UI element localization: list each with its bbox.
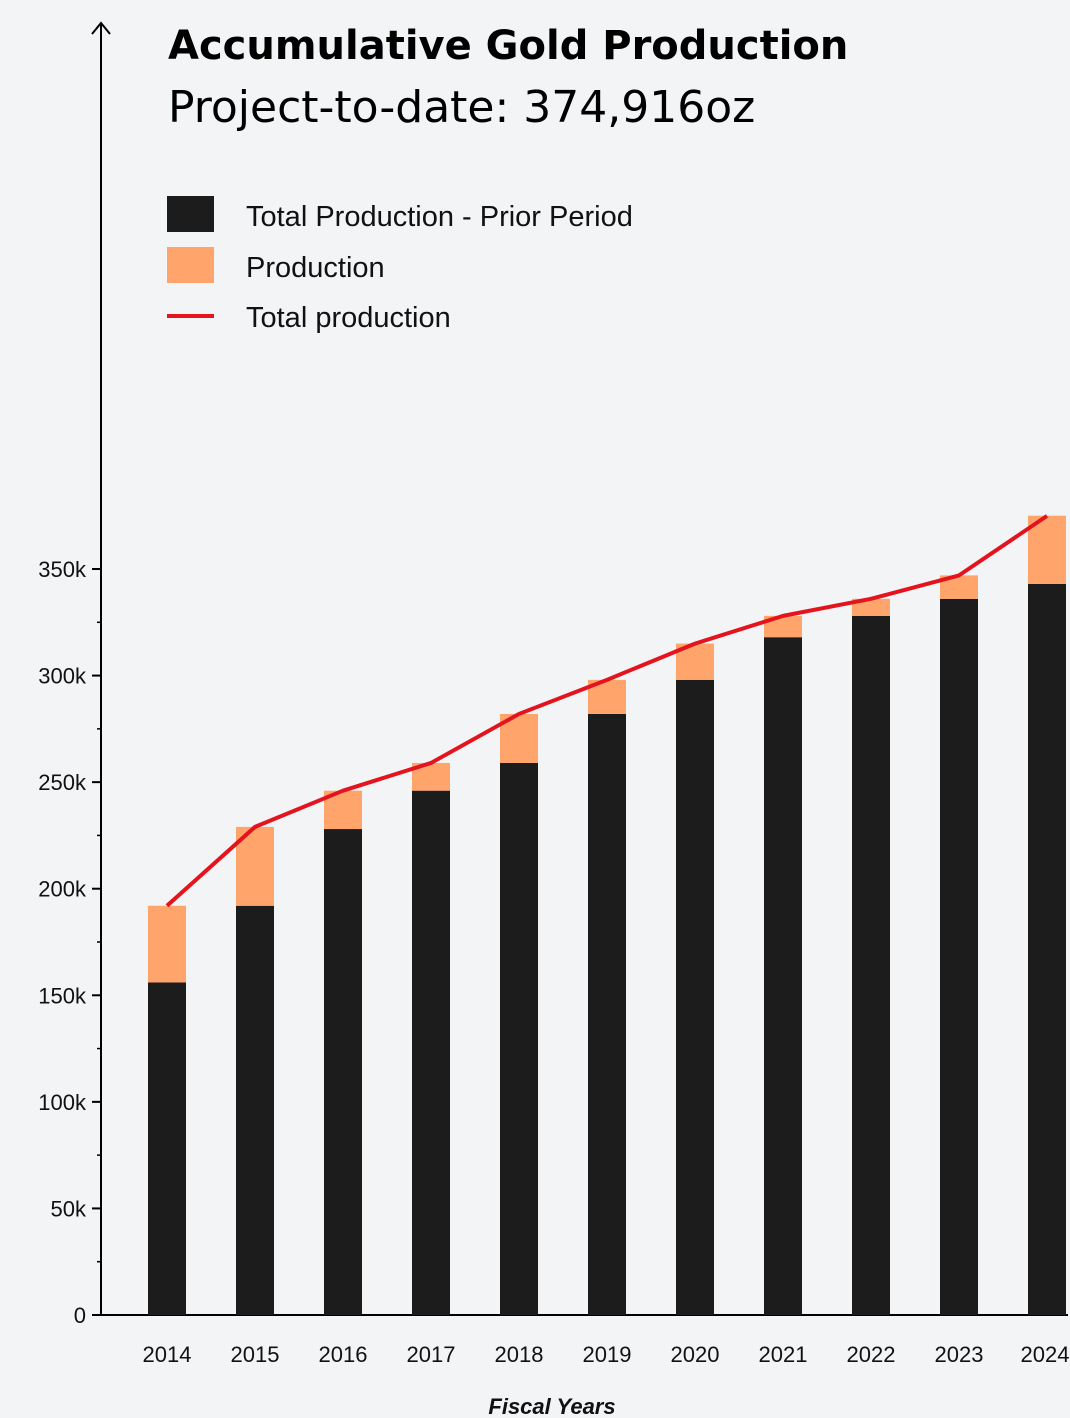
bar-prior-2024 <box>1028 583 1066 1315</box>
x-tick-label-2021: 2021 <box>759 1342 808 1367</box>
legend-label-production: Production <box>246 252 385 284</box>
y-axis <box>91 21 111 1315</box>
y-tick-label-2: 100k <box>38 1090 87 1115</box>
x-tick-label-2016: 2016 <box>319 1342 368 1367</box>
chart-subtitle: Project-to-date: 374,916oz <box>168 82 755 133</box>
total-production-line <box>165 514 1049 908</box>
x-tick-label-2014: 2014 <box>143 1342 192 1367</box>
bar-prior-2023 <box>940 598 978 1315</box>
y-tick-label-4: 200k <box>38 877 87 902</box>
x-tick-label-2020: 2020 <box>671 1342 720 1367</box>
bar-production-2022 <box>852 598 890 616</box>
x-tick-label-2023: 2023 <box>935 1342 984 1367</box>
y-ticks: 0 50k 100k 150k 200k 250k 300k 350k <box>38 557 101 1328</box>
x-axis-label: Fiscal Years <box>488 1394 615 1418</box>
x-tick-label-2017: 2017 <box>407 1342 456 1367</box>
y-tick-label-7: 350k <box>38 557 87 582</box>
x-ticks: 2014 2015 2016 2017 2018 2019 2020 2021 2022 2023… <box>143 1342 1070 1367</box>
x-tick-label-2022: 2022 <box>847 1342 896 1367</box>
bars <box>148 515 1066 1315</box>
bar-prior-2015 <box>236 905 274 1315</box>
legend-swatch-prior-period <box>167 196 214 232</box>
bar-prior-2017 <box>412 790 450 1315</box>
bar-prior-2014 <box>148 982 186 1315</box>
x-tick-label-2015: 2015 <box>231 1342 280 1367</box>
bar-prior-2016 <box>324 829 362 1315</box>
bar-prior-2019 <box>588 713 626 1315</box>
bar-production-2024 <box>1028 515 1066 584</box>
legend: Total Production - Prior Period Producti… <box>167 196 633 334</box>
y-tick-label-5: 250k <box>38 770 87 795</box>
legend-swatch-production <box>167 247 214 283</box>
bar-prior-2018 <box>500 762 538 1315</box>
y-tick-label-6: 300k <box>38 664 87 689</box>
total-production-line-layer <box>165 514 1049 908</box>
y-tick-label-1: 50k <box>51 1196 87 1221</box>
x-tick-label-2024: 2024 <box>1021 1342 1070 1367</box>
y-tick-label-0: 0 <box>74 1303 86 1328</box>
y-tick-label-3: 150k <box>38 983 87 1008</box>
bar-production-2023 <box>940 575 978 599</box>
x-tick-label-2018: 2018 <box>495 1342 544 1367</box>
x-tick-label-2019: 2019 <box>583 1342 632 1367</box>
legend-label-prior-period: Total Production - Prior Period <box>246 201 633 233</box>
chart-title: Accumulative Gold Production <box>168 23 848 69</box>
legend-label-total-production: Total production <box>246 302 451 334</box>
y-axis-arrow <box>91 21 111 35</box>
bar-production-2014 <box>148 905 186 983</box>
bar-prior-2022 <box>852 615 890 1315</box>
bar-prior-2020 <box>676 679 714 1315</box>
bar-production-2021 <box>764 615 802 638</box>
bar-prior-2021 <box>764 637 802 1315</box>
